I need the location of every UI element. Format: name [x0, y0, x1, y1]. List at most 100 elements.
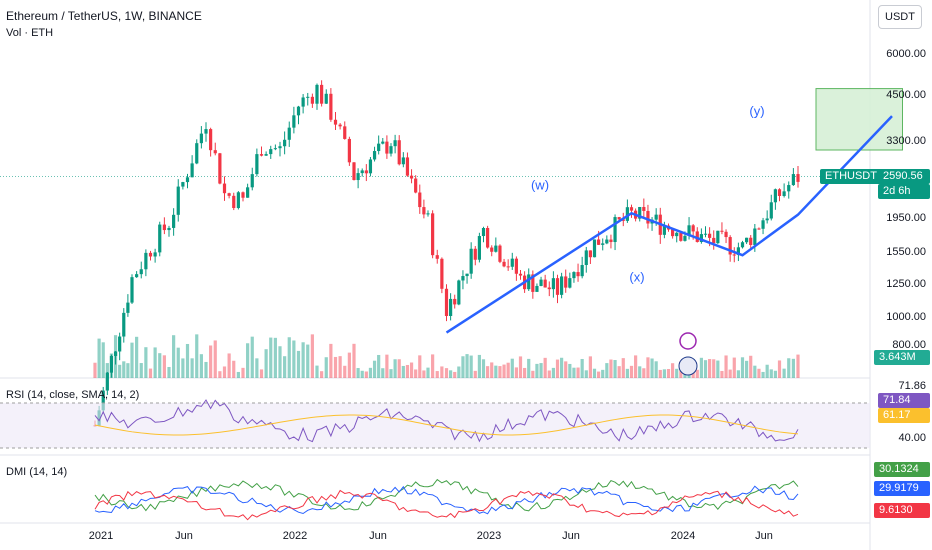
- candle-body: [135, 274, 139, 278]
- volume-bar: [444, 368, 449, 378]
- volume-bar: [728, 369, 732, 378]
- candle-body: [518, 273, 523, 276]
- volume-bar: [584, 370, 588, 378]
- volume-bar: [236, 371, 240, 378]
- volume-bar: [535, 363, 539, 378]
- volume-bar: [176, 347, 180, 378]
- time-label: 2023: [476, 530, 502, 542]
- candle-body: [222, 183, 227, 194]
- volume-bar: [650, 358, 654, 378]
- candle-body: [364, 170, 368, 174]
- volume-bar: [605, 363, 609, 378]
- volume-bar: [283, 356, 287, 378]
- candle-body: [167, 227, 171, 231]
- candle-body: [190, 163, 194, 178]
- lightning-icon: [679, 332, 697, 350]
- candle-body: [393, 140, 397, 147]
- candle-body: [510, 258, 514, 267]
- volume-bar: [580, 358, 584, 378]
- candle-body: [397, 140, 401, 165]
- candle-body: [385, 141, 389, 154]
- volume-bar: [465, 354, 469, 378]
- candle-body: [199, 133, 203, 144]
- candle-body: [568, 278, 572, 288]
- time-label: Jun: [562, 530, 580, 542]
- candle-body: [320, 84, 324, 104]
- volume-bar: [576, 367, 580, 378]
- volume-bar: [422, 370, 426, 378]
- volume-bar: [273, 337, 277, 378]
- candle-body: [597, 239, 601, 245]
- candle-body: [671, 229, 675, 237]
- volume-bar: [642, 368, 646, 378]
- volume-bar: [315, 365, 319, 378]
- volume-bar: [195, 334, 199, 378]
- volume-legend: Vol · ETH: [6, 27, 54, 39]
- candle-body: [699, 234, 703, 242]
- candle-body: [617, 217, 621, 220]
- candle-body: [473, 248, 477, 260]
- volume-bar: [547, 370, 551, 378]
- volume-bar: [777, 360, 782, 378]
- volume-bar: [204, 361, 208, 378]
- candle-body: [494, 245, 498, 252]
- volume-bar: [372, 360, 377, 378]
- price-label: 1950.00: [886, 212, 926, 224]
- candle-body: [740, 242, 745, 248]
- volume-bar: [381, 368, 385, 378]
- candle-body: [360, 170, 364, 174]
- volume-bar: [736, 370, 740, 378]
- volume-bar: [338, 356, 342, 378]
- volume-bar: [457, 366, 461, 378]
- candle-body: [431, 213, 435, 256]
- dmi-legend: DMI (14, 14): [6, 466, 68, 478]
- volume-bar: [654, 361, 658, 378]
- candle-body: [278, 146, 282, 149]
- candle-body: [343, 126, 347, 139]
- volume-bar: [320, 371, 324, 378]
- candle-body: [592, 239, 597, 258]
- volume-bar: [414, 369, 418, 378]
- volume-bar: [564, 361, 568, 378]
- candle-body: [486, 228, 490, 248]
- wave-label-x: (x): [629, 269, 645, 285]
- currency-button[interactable]: USDT: [878, 5, 922, 29]
- price-label: 1250.00: [886, 278, 926, 290]
- volume-bar: [716, 360, 720, 378]
- candle-body: [691, 225, 695, 232]
- volume-bar: [185, 343, 190, 378]
- us-flag-icon: [678, 356, 698, 376]
- volume-bar: [481, 359, 486, 378]
- candle-body: [122, 312, 126, 337]
- wave-label-y: (y): [749, 103, 765, 119]
- volume-bar: [658, 369, 662, 378]
- candle-body: [527, 274, 531, 290]
- rsi-value-badge: 71.84: [878, 393, 930, 408]
- candle-body: [368, 159, 373, 174]
- candle-body: [306, 96, 310, 98]
- candle-body: [584, 250, 588, 266]
- volume-bar: [453, 371, 457, 378]
- candle-body: [333, 119, 338, 125]
- volume-bar: [601, 369, 605, 378]
- candle-body: [153, 252, 157, 257]
- volume-bar: [241, 367, 245, 378]
- candle-body: [621, 219, 625, 221]
- volume-bar: [469, 355, 473, 378]
- volume-bar: [498, 366, 502, 378]
- candle-body: [381, 141, 385, 144]
- volume-bar: [560, 357, 564, 378]
- volume-bar: [118, 364, 122, 378]
- candle-body: [453, 298, 457, 305]
- candle-body: [461, 276, 465, 281]
- volume-bar: [617, 366, 621, 378]
- volume-bar: [418, 355, 422, 378]
- candle-body: [389, 146, 393, 154]
- candle-body: [296, 106, 301, 116]
- price-label: 800.00: [892, 339, 926, 351]
- candle-body: [449, 298, 453, 317]
- candle-body: [435, 255, 439, 259]
- candle-body: [535, 285, 539, 292]
- candle-body: [176, 186, 180, 215]
